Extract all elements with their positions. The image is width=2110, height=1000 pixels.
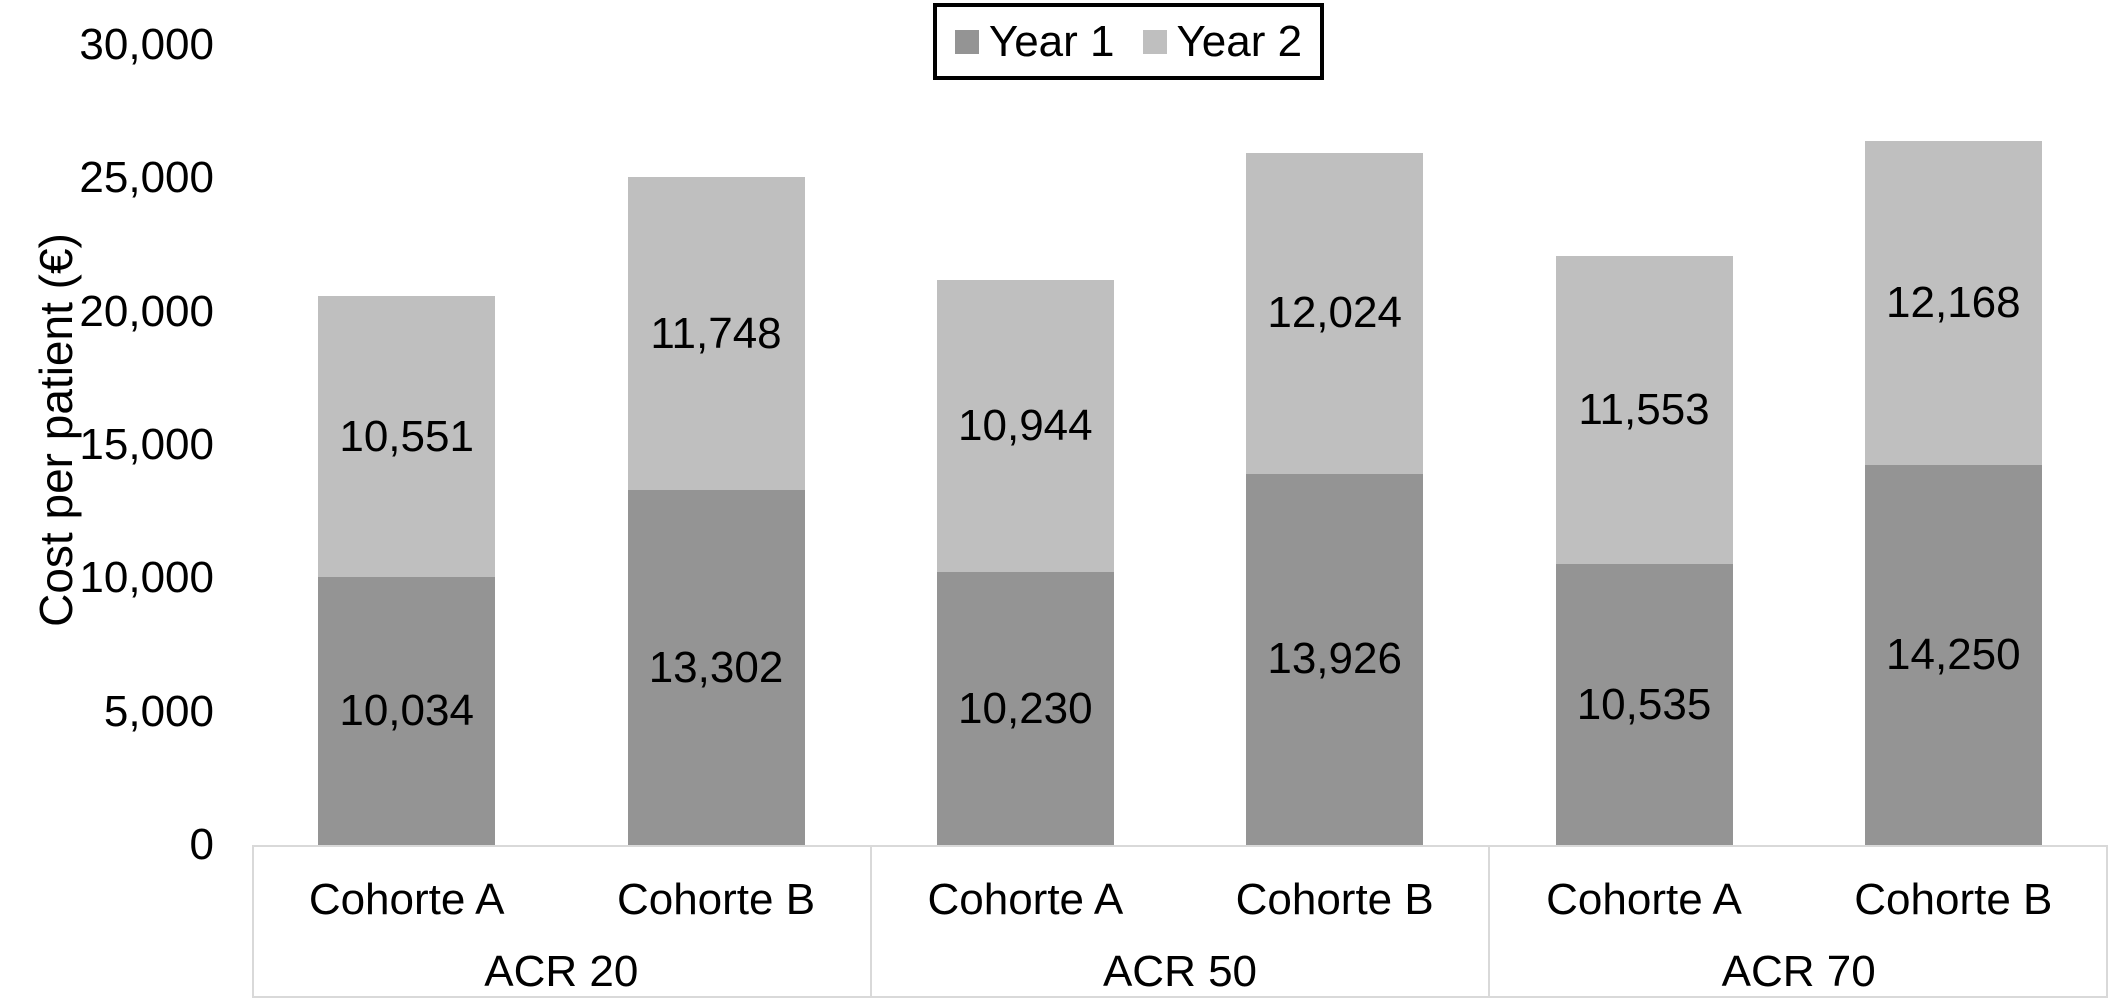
x-axis-group-label: ACR 50: [1102, 947, 1258, 996]
legend-swatch-icon: [954, 29, 979, 54]
x-axis-category-label: Cohorte B: [1235, 875, 1434, 924]
bar-segment-year-2: [936, 280, 1114, 573]
data-label: 10,230: [958, 683, 1093, 733]
data-label: 10,034: [339, 686, 474, 736]
x-axis-category-label: Cohorte B: [616, 875, 816, 924]
data-label: 10,551: [339, 411, 474, 461]
data-label: 13,302: [648, 642, 784, 692]
bar-segment-year-1: [627, 490, 805, 845]
bar-segment-year-2: [1246, 153, 1424, 474]
x-axis-category-label: Cohorte B: [1854, 875, 2053, 924]
bar-segment-year-1: [936, 572, 1114, 845]
x-axis-group-label: ACR 70: [1721, 947, 1876, 996]
legend: Year 1 Year 2: [933, 3, 1324, 80]
x-axis-category-label: Cohorte A: [927, 875, 1124, 924]
legend-swatch-icon: [1142, 29, 1167, 54]
bar-segment-year-2: [1555, 255, 1733, 565]
bar-segment-year-1: [1555, 564, 1733, 845]
y-tick-label: 10,000: [79, 553, 214, 603]
legend-label: Year 1: [988, 16, 1115, 66]
x-axis-group-separator: [869, 845, 872, 998]
legend-entry: Year 2: [1142, 16, 1303, 66]
data-label: 11,748: [650, 308, 782, 358]
data-label: 14,250: [1886, 630, 2021, 679]
legend-label: Year 2: [1176, 16, 1303, 66]
y-tick-label: 15,000: [79, 420, 214, 469]
y-tick-label: 30,000: [79, 20, 214, 69]
y-tick-label: 5,000: [103, 686, 214, 736]
x-axis-group-separator: [1488, 845, 1491, 998]
bar-segment-year-1: [1864, 465, 2042, 845]
bar-segment-year-2: [627, 177, 805, 491]
bar-segment-year-2: [1864, 140, 2042, 465]
data-label: 13,926: [1267, 634, 1402, 684]
bar-segment-year-2: [318, 296, 496, 578]
x-axis-category-label: Cohorte A: [308, 875, 505, 924]
x-axis-band: [252, 845, 2108, 998]
y-tick-label: 0: [189, 820, 214, 869]
bar-segment-year-1: [1246, 473, 1424, 845]
data-label: 10,535: [1576, 679, 1712, 729]
x-axis-category-label: Cohorte A: [1546, 875, 1742, 924]
y-tick-label: 25,000: [79, 153, 214, 203]
data-label: 11,553: [1578, 385, 1710, 435]
x-axis-group-label: ACR 20: [484, 947, 639, 996]
bar-segment-year-1: [318, 577, 496, 845]
data-label: 12,024: [1267, 288, 1402, 338]
data-label: 12,168: [1886, 277, 2021, 327]
data-label: 10,944: [958, 401, 1093, 451]
y-tick-label: 20,000: [79, 286, 214, 336]
legend-entry: Year 1: [954, 16, 1115, 66]
